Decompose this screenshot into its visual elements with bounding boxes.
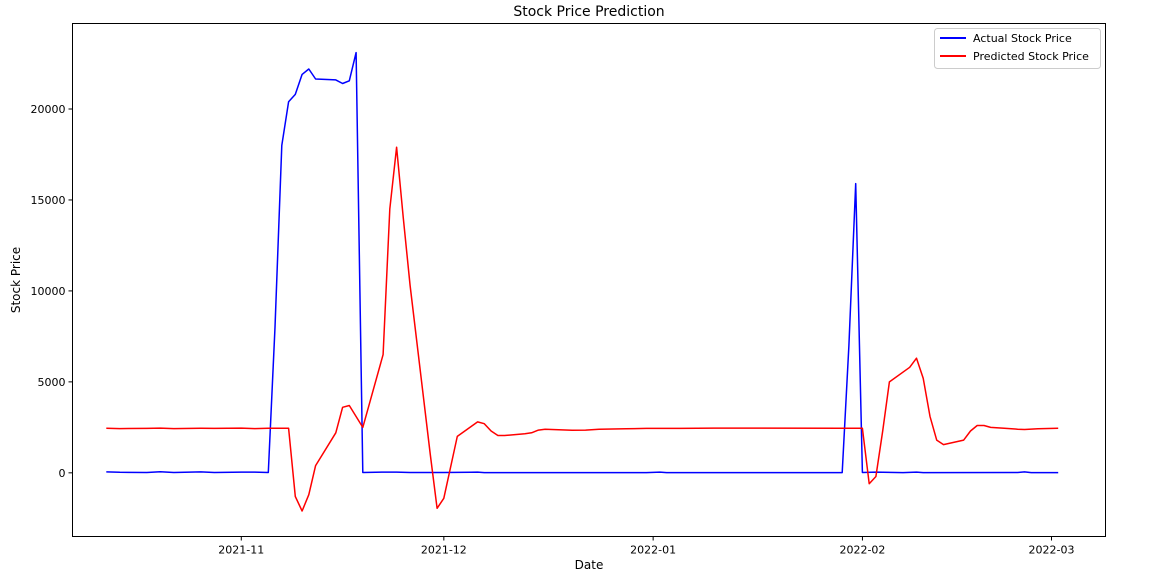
x-tick-label: 2022-03 (1029, 544, 1075, 557)
y-tick-label: 0 (59, 467, 66, 480)
legend-label-actual: Actual Stock Price (973, 32, 1072, 45)
y-axis-label: Stock Price (9, 247, 23, 313)
x-tick-label: 2021-12 (421, 544, 467, 557)
x-axis: 2021-11 2021-12 2022-01 2022-02 2022-03 (218, 536, 1075, 557)
series-line-predicted (106, 146, 1059, 512)
chart-title: Stock Price Prediction (513, 4, 664, 20)
x-axis-label: Date (575, 558, 604, 572)
y-tick-label: 5000 (38, 376, 66, 389)
legend: Actual Stock Price Predicted Stock Price (934, 28, 1101, 69)
series-line-actual (106, 51, 1059, 474)
x-tick-label: 2022-01 (630, 544, 676, 557)
y-tick-label: 10000 (31, 285, 66, 298)
legend-label-predicted: Predicted Stock Price (973, 50, 1089, 63)
series-layer (106, 51, 1059, 512)
legend-frame (934, 28, 1101, 69)
y-axis: 0 5000 10000 15000 20000 (31, 103, 73, 480)
plot-area-frame (72, 23, 1106, 537)
x-tick-label: 2021-11 (218, 544, 264, 557)
y-tick-label: 15000 (31, 194, 66, 207)
y-tick-label: 20000 (31, 103, 66, 116)
x-tick-label: 2022-02 (839, 544, 885, 557)
